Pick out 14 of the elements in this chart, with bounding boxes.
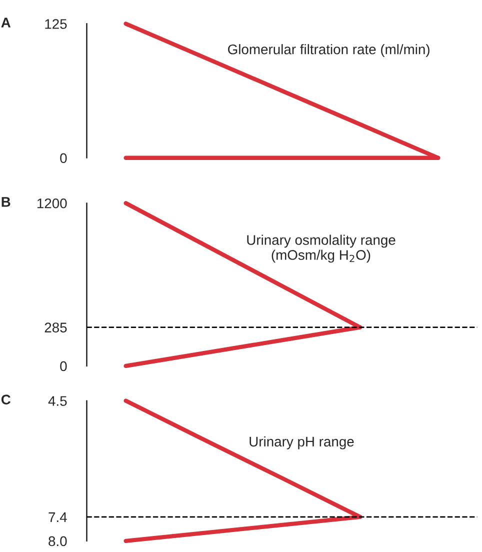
chart-title: B xyxy=(2,197,10,207)
annotation: Urinary osmolality range (mOsm/kg H$_{2}$O) xyxy=(247,234,396,263)
y-tick-label: 0 xyxy=(60,153,67,164)
y-tick-label: 7.4 xyxy=(48,512,67,522)
y-tick-label: 4.5 xyxy=(48,396,67,406)
y-tick-label: 1200 xyxy=(37,198,67,208)
annotation: Glomerular filtration rate (ml/min) xyxy=(228,44,430,58)
annotation: Urinary pH range xyxy=(250,436,354,450)
y-tick-label: 0 xyxy=(60,361,67,372)
chart-title: C xyxy=(1,394,11,404)
y-tick-label: 125 xyxy=(45,19,67,29)
y-tick-label: 285 xyxy=(44,322,67,332)
chart-title: A xyxy=(1,18,11,28)
y-tick-label: 8.0 xyxy=(48,536,67,546)
